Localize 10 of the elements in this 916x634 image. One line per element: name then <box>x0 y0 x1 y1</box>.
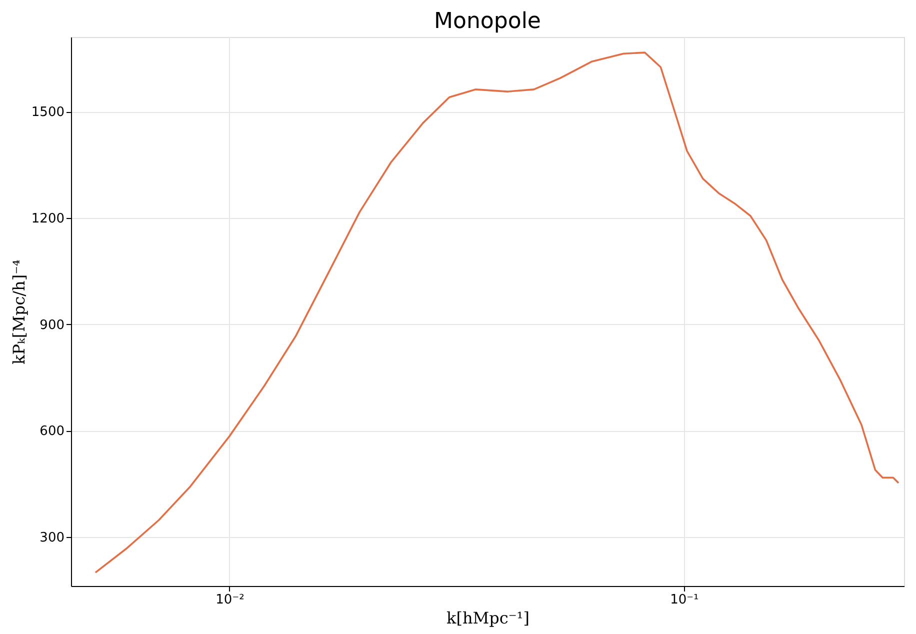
y-tick-label: 900 <box>40 318 64 333</box>
y-axis-title: kPₖ[Mpc/h]⁻⁴ <box>9 260 28 364</box>
y-tick-label: 600 <box>40 424 64 440</box>
chart-title: Monopole <box>434 9 541 34</box>
x-axis-title: k[hMpc⁻¹] <box>446 608 530 628</box>
y-tick-label: 1200 <box>31 211 64 226</box>
y-tick-label: 1500 <box>31 105 64 120</box>
x-tick-label: 10⁻² <box>216 592 244 608</box>
x-tick-label: 10⁻¹ <box>670 592 699 608</box>
y-tick-label: 300 <box>40 530 64 546</box>
